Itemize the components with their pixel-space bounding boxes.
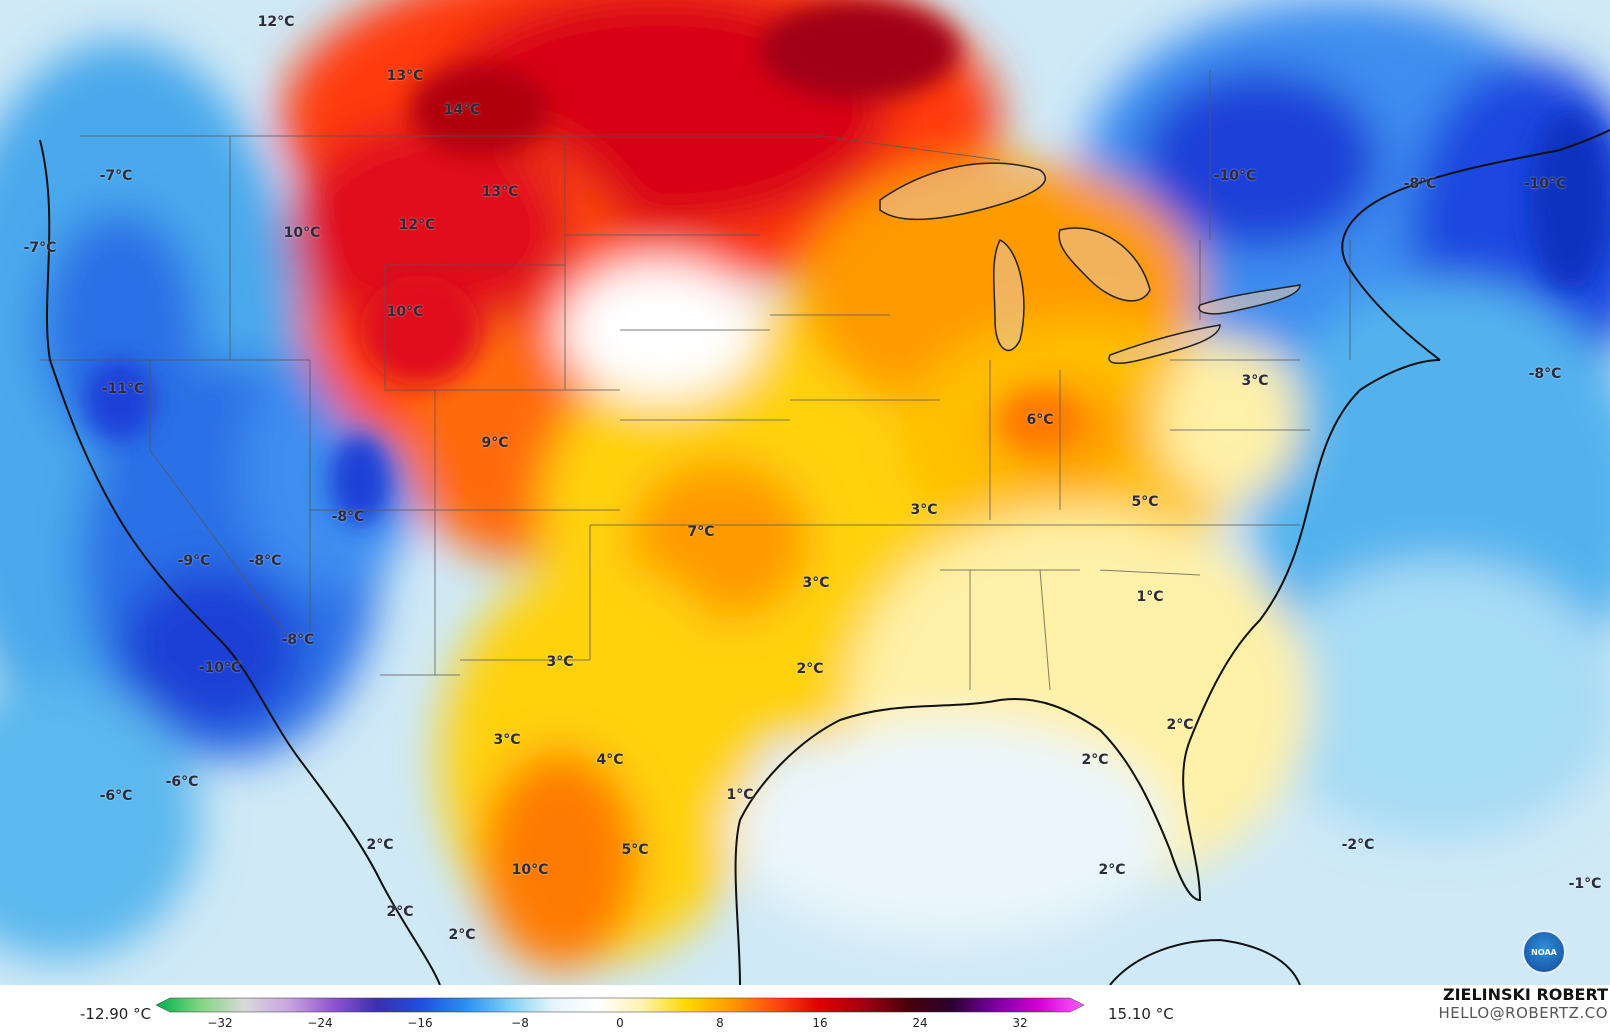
temperature-label: -2°C	[1341, 837, 1375, 853]
scale-tick-label: −24	[307, 1016, 333, 1030]
scale-tick-label: 16	[812, 1016, 828, 1030]
scale-tick-label: −8	[511, 1016, 529, 1030]
temperature-label: -8°C	[1528, 366, 1562, 382]
temperature-label: -1°C	[1568, 876, 1602, 892]
author-email: HELLO@ROBERTZ.CO	[1438, 1004, 1608, 1022]
temperature-label: -10°C	[1213, 168, 1257, 184]
temperature-label: -8°C	[331, 509, 365, 525]
temperature-label: -11°C	[101, 381, 145, 397]
temperature-label: 2°C	[796, 661, 824, 677]
scale-tick-label: 0	[616, 1016, 624, 1030]
temperature-label: 7°C	[687, 524, 715, 540]
color-scale-bar	[155, 997, 1085, 1013]
temperature-label: -8°C	[248, 553, 282, 569]
scale-tick-label: −32	[207, 1016, 233, 1030]
temperature-label: 2°C	[366, 837, 394, 853]
temperature-label: 3°C	[910, 502, 938, 518]
map-canvas	[0, 0, 1610, 985]
temperature-label: 5°C	[621, 842, 649, 858]
temperature-label: 9°C	[481, 435, 509, 451]
temperature-label: 1°C	[1136, 589, 1164, 605]
temperature-label: 12°C	[257, 14, 295, 30]
temperature-label: 6°C	[1026, 412, 1054, 428]
noaa-logo-text: NOAA	[1531, 947, 1557, 957]
author-name: ZIELINSKI ROBERT	[1442, 985, 1608, 1004]
temperature-label: 13°C	[481, 184, 519, 200]
temperature-label: 2°C	[1166, 717, 1194, 733]
author-block: ZIELINSKI ROBERT HELLO@ROBERTZ.CO	[1438, 985, 1608, 1022]
temperature-label: 2°C	[448, 927, 476, 943]
scale-tick-label: −16	[407, 1016, 433, 1030]
temperature-label: -8°C	[281, 632, 315, 648]
scale-tick-label: 8	[716, 1016, 724, 1030]
noaa-logo-icon: NOAA	[1522, 930, 1566, 974]
scale-min-label: -12.90 °C	[80, 1005, 152, 1023]
state-boundaries	[40, 70, 1351, 691]
temperature-label: -6°C	[99, 788, 133, 804]
temperature-label: 3°C	[546, 654, 574, 670]
temperature-label: 10°C	[283, 225, 321, 241]
temperature-label: 5°C	[1131, 494, 1159, 510]
temperature-label: 1°C	[726, 787, 754, 803]
temperature-label: 3°C	[802, 575, 830, 591]
coastlines	[39, 129, 1610, 985]
temperature-label: -7°C	[23, 240, 57, 256]
temperature-label: 4°C	[596, 752, 624, 768]
temperature-label: 3°C	[493, 732, 521, 748]
anomaly-detail	[85, 0, 1610, 525]
temperature-label: 14°C	[443, 102, 481, 118]
scale-tick-label: 24	[912, 1016, 928, 1030]
temperature-map: 12°C 13°C 14°C 13°C 12°C 10°C 10°C 9°C -7°C -7°C -…	[0, 0, 1610, 985]
temperature-label: 10°C	[511, 862, 549, 878]
footer: -12.90 °C −32 −24 −16 −8 0 8 16 24 32 15.10 °C Z…	[0, 985, 1610, 1035]
temperature-label: 2°C	[386, 904, 414, 920]
temperature-label: 12°C	[398, 217, 436, 233]
temperature-label: 2°C	[1098, 862, 1126, 878]
temperature-label: -10°C	[1523, 176, 1567, 192]
temperature-label: -6°C	[165, 774, 199, 790]
temperature-label: -9°C	[177, 553, 211, 569]
temperature-label: 2°C	[1081, 752, 1109, 768]
temperature-label: -7°C	[99, 168, 133, 184]
scale-max-label: 15.10 °C	[1108, 1005, 1174, 1023]
temperature-label: 10°C	[386, 304, 424, 320]
great-lakes	[879, 162, 1301, 365]
temperature-label: -10°C	[198, 660, 242, 676]
scale-tick-label: 32	[1012, 1016, 1028, 1030]
temperature-label: -8°C	[1403, 176, 1437, 192]
temperature-label: 13°C	[386, 68, 424, 84]
temperature-label: 3°C	[1241, 373, 1269, 389]
